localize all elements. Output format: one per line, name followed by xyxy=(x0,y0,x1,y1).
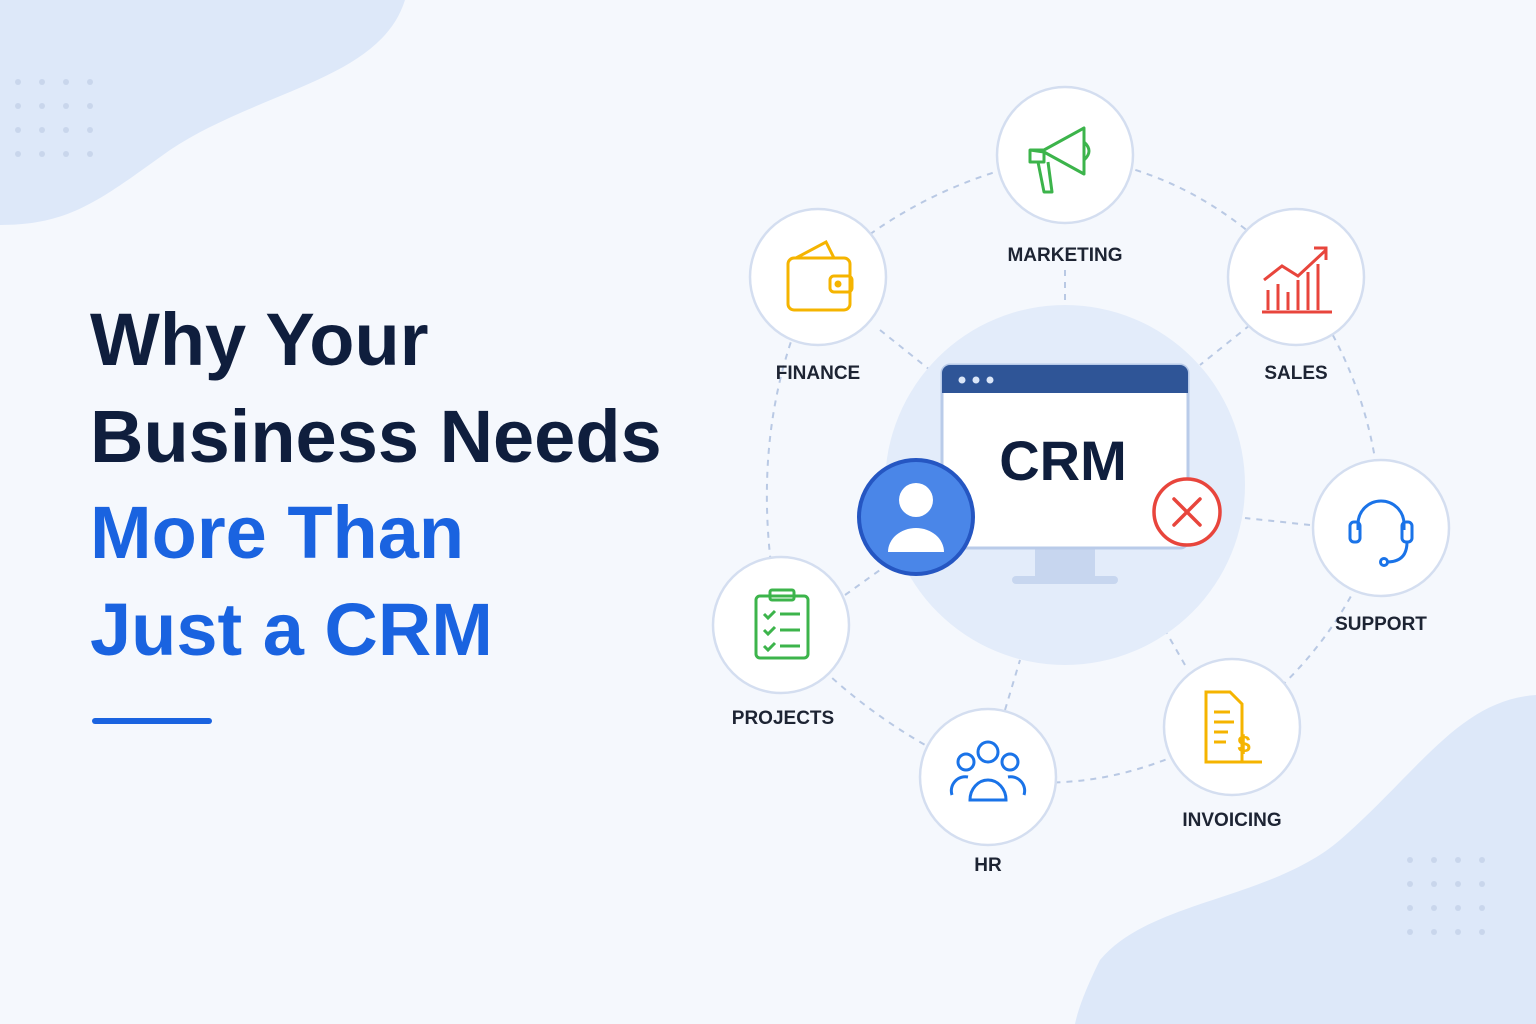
node-label: INVOICING xyxy=(1182,810,1281,831)
node-label: SUPPORT xyxy=(1335,614,1427,635)
node: SALES xyxy=(1226,207,1366,384)
headline-line: More Than xyxy=(90,491,464,574)
monitor xyxy=(940,363,1190,584)
blob xyxy=(0,0,405,225)
node-label: SALES xyxy=(1264,363,1327,384)
svg-text:$: $ xyxy=(1237,731,1251,758)
node-label: FINANCE xyxy=(776,363,860,384)
node: HR xyxy=(918,707,1058,876)
node: $ INVOICING xyxy=(1162,657,1302,831)
headline-line: Business Needs xyxy=(90,395,662,478)
connectors xyxy=(765,154,1383,784)
node: PROJECTS xyxy=(711,555,851,729)
node: MARKETING xyxy=(995,85,1135,266)
node-label: MARKETING xyxy=(1007,245,1122,266)
node-label: HR xyxy=(974,855,1002,876)
headline-line: Just a CRM xyxy=(90,588,493,671)
center-label: CRM xyxy=(999,429,1127,492)
headline-line: Why Your xyxy=(90,298,429,381)
underline xyxy=(92,718,212,724)
user-badge xyxy=(857,458,975,576)
dot-grid xyxy=(15,79,1485,935)
node: FINANCE xyxy=(748,207,888,384)
reject-badge xyxy=(1152,477,1222,547)
node: SUPPORT xyxy=(1311,458,1451,635)
node-label: PROJECTS xyxy=(732,708,834,729)
blob xyxy=(1075,695,1536,1024)
